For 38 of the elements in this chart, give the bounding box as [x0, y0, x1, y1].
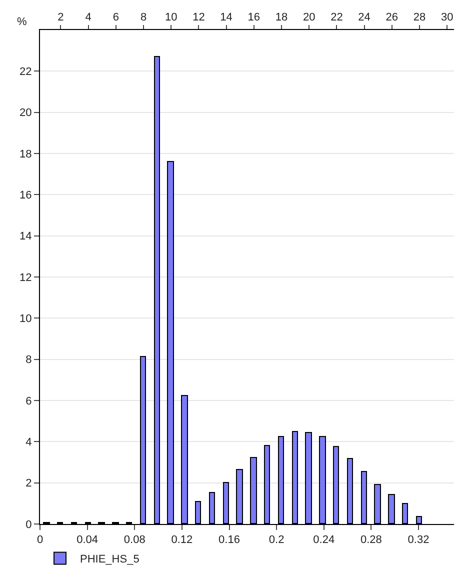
y-axis-title: % [17, 16, 27, 28]
x2-tick-label: 6 [112, 12, 119, 24]
x-tick-label: 0 [36, 534, 44, 546]
y-tick-label: 18 [20, 148, 32, 160]
x2-tick-label: 16 [248, 12, 260, 24]
y-tick-label: 10 [20, 313, 32, 326]
x-tick-label: 0.12 [171, 534, 193, 546]
x2-tick-label: 28 [413, 12, 426, 24]
y-tick-label: 0 [26, 518, 32, 531]
x2-tick-label: 22 [330, 12, 343, 24]
y-tick-label: 22 [20, 66, 32, 78]
x2-tick-label: 14 [220, 12, 232, 24]
x2-tick-label: 2 [58, 12, 64, 24]
legend-label: PHIE_HS_5 [80, 554, 140, 566]
x2-tick-label: 4 [85, 12, 92, 24]
x2-tick-label: 20 [302, 12, 316, 24]
x2-tick-label: 24 [358, 12, 370, 24]
y-tick-label: 16 [20, 190, 32, 202]
x2-tick-label: 26 [386, 12, 398, 24]
x-tick-label: 0.04 [76, 534, 98, 546]
x-tick-label: 0.24 [313, 534, 335, 546]
y-tick-label: 8 [26, 354, 32, 366]
y-tick-label: 20 [20, 107, 32, 120]
x2-tick-label: 30 [440, 12, 454, 24]
x-tick-label: 0.28 [360, 534, 382, 546]
x-tick-label: 0.08 [124, 534, 146, 546]
x2-tick-label: 12 [192, 12, 205, 24]
y-tick-label: 6 [26, 395, 32, 408]
x2-tick-label: 10 [164, 12, 178, 24]
y-tick-label: 14 [20, 230, 32, 243]
x2-tick-label: 8 [140, 12, 147, 24]
x-tick-label: 0.2 [268, 534, 284, 546]
x-tick-label: 0.32 [408, 534, 430, 546]
y-tick-label: 2 [26, 478, 32, 490]
x2-tick-label: 18 [275, 12, 288, 24]
x-tick-label: 0.16 [218, 534, 240, 546]
y-tick-label: 12 [20, 272, 32, 284]
y-tick-label: 4 [26, 436, 32, 449]
